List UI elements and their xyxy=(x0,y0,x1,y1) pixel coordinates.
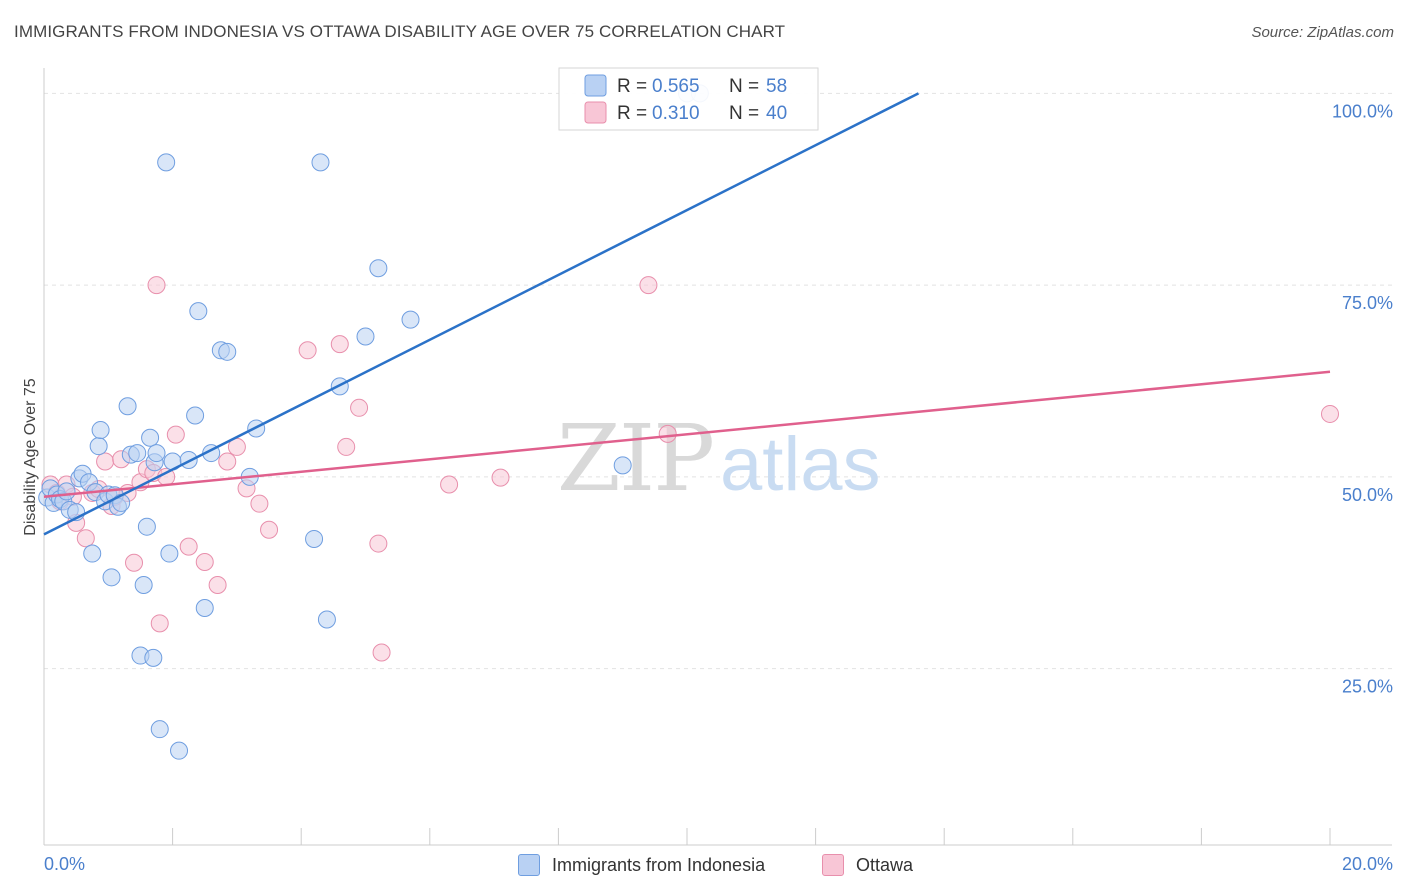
legend-swatch-indonesia xyxy=(518,854,540,876)
indonesia-point-52 xyxy=(401,310,420,329)
ottawa-point-6 xyxy=(76,529,95,548)
indonesia-point-26 xyxy=(134,575,153,594)
correlation-legend: R = 0.565 N = 58 R = 0.310 N = 40 xyxy=(558,67,819,131)
legend-r-value-0: 0.565 xyxy=(652,76,700,97)
ottawa-point-18 xyxy=(147,276,166,295)
indonesia-point-39 xyxy=(189,302,208,321)
legend-n-label-0: N = xyxy=(729,76,759,97)
indonesia-point-18 xyxy=(102,568,121,587)
y-tick-label-2: 75.0% xyxy=(1342,293,1393,313)
indonesia-point-24 xyxy=(128,444,147,463)
indonesia-point-32 xyxy=(150,720,169,739)
ottawa-point-34 xyxy=(369,534,388,553)
ottawa-point-39 xyxy=(658,424,677,443)
legend-swatch-indonesia-top xyxy=(584,74,607,97)
indonesia-point-38 xyxy=(186,406,205,425)
indonesia-point-40 xyxy=(195,598,214,617)
y-tick-labels: 25.0% 50.0% 75.0% 100.0% xyxy=(1332,101,1393,696)
indonesia-point-28 xyxy=(141,428,160,447)
legend-n-value-1: 40 xyxy=(766,103,787,124)
indonesia-point-51 xyxy=(369,259,388,278)
legend-swatch-ottawa xyxy=(822,854,844,876)
x-tick-label-0: 0.0% xyxy=(44,854,85,874)
gridlines xyxy=(44,92,1392,670)
legend-r-label-0: R = xyxy=(617,76,647,97)
ottawa-point-40 xyxy=(1321,404,1339,423)
legend-item-ottawa[interactable]: Ottawa xyxy=(822,852,913,878)
watermark-zip: ZIP xyxy=(557,405,713,512)
indonesia-point-46 xyxy=(305,529,324,548)
ottawa-point-32 xyxy=(337,437,356,456)
chart-source: Source: ZipAtlas.com xyxy=(1251,24,1394,41)
legend-r-label-1: R = xyxy=(617,103,647,124)
indonesia-point-22 xyxy=(118,397,137,416)
ottawa-point-35 xyxy=(372,643,391,662)
legend-item-indonesia[interactable]: Immigrants from Indonesia xyxy=(518,852,765,878)
ottawa-point-38 xyxy=(639,276,658,295)
ottawa-point-31 xyxy=(330,335,349,354)
y-tick-label-1: 50.0% xyxy=(1342,485,1393,505)
y-axis-label: Disability Age Over 75 xyxy=(22,378,39,536)
indonesia-point-43 xyxy=(218,342,237,361)
indonesia-point-6 xyxy=(57,482,76,501)
ottawa-point-24 xyxy=(208,575,227,594)
legend-label-ottawa: Ottawa xyxy=(856,854,914,875)
indonesia-point-37 xyxy=(179,450,198,469)
indonesia-point-14 xyxy=(89,437,108,456)
watermark: ZIP atlas xyxy=(557,405,881,512)
ottawa-point-37 xyxy=(491,468,510,487)
chart-title: IMMIGRANTS FROM INDONESIA VS OTTAWA DISA… xyxy=(14,22,786,41)
ottawa-point-28 xyxy=(250,494,269,513)
legend-n-value-0: 58 xyxy=(766,76,787,97)
trendlines xyxy=(43,92,1331,536)
indonesia-point-15 xyxy=(91,421,110,440)
ottawa-point-19 xyxy=(150,614,169,633)
legend-label-indonesia: Immigrants from Indonesia xyxy=(552,854,766,875)
indonesia-point-21 xyxy=(112,493,131,512)
x-tick-label-1: 20.0% xyxy=(1342,854,1393,874)
ottawa-point-23 xyxy=(195,552,214,571)
ottawa-point-30 xyxy=(298,341,317,360)
ottawa-point-36 xyxy=(440,475,459,494)
watermark-atlas: atlas xyxy=(720,422,881,507)
ottawa-point-29 xyxy=(260,520,279,539)
y-tick-label-3: 100.0% xyxy=(1332,101,1393,121)
indonesia-trendline xyxy=(43,92,920,536)
indonesia-point-36 xyxy=(170,741,189,760)
ottawa-trendline xyxy=(43,370,1331,499)
ottawa-point-22 xyxy=(179,537,198,556)
legend-r-value-1: 0.310 xyxy=(652,103,700,124)
bottom-legend: Immigrants from Indonesia Ottawa xyxy=(0,852,1406,878)
indonesia-point-48 xyxy=(317,610,336,629)
indonesia-point-12 xyxy=(83,544,102,563)
axes: 0.0% 20.0% xyxy=(43,68,1393,874)
ottawa-point-14 xyxy=(125,553,144,572)
ottawa-point-21 xyxy=(166,425,185,444)
ottawa-point-33 xyxy=(350,398,369,417)
indonesia-point-29 xyxy=(144,648,163,667)
legend-n-label-1: N = xyxy=(729,103,759,124)
ottawa-point-9 xyxy=(96,452,115,471)
indonesia-point-27 xyxy=(137,517,156,536)
indonesia-point-53 xyxy=(613,456,632,475)
indonesia-point-33 xyxy=(157,153,176,172)
indonesia-point-31 xyxy=(147,444,166,463)
indonesia-points xyxy=(38,84,709,760)
indonesia-point-47 xyxy=(311,153,330,172)
indonesia-point-50 xyxy=(356,327,375,346)
y-tick-label-0: 25.0% xyxy=(1342,677,1393,697)
legend-swatch-ottawa-top xyxy=(584,101,607,124)
ottawa-point-25 xyxy=(218,452,237,471)
indonesia-point-34 xyxy=(160,544,179,563)
